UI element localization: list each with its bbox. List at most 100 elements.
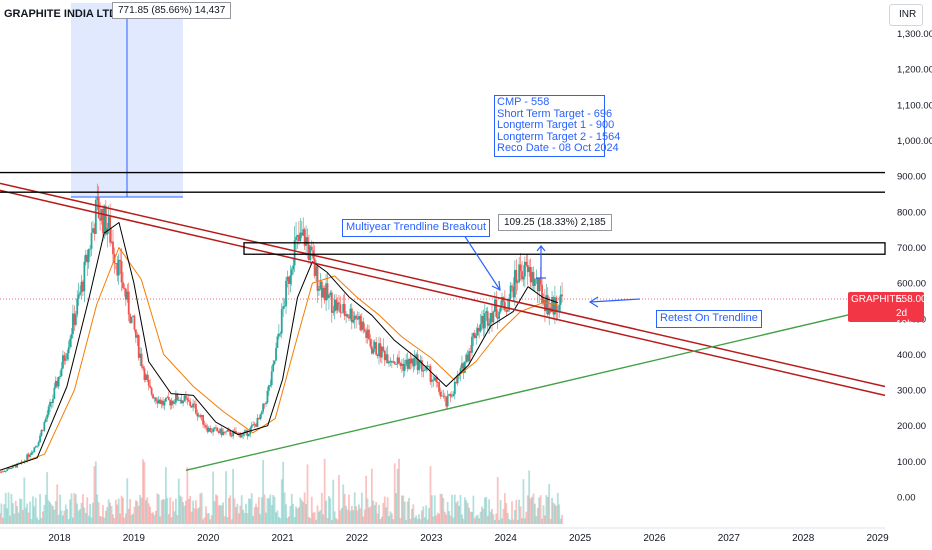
- volume-bars: [0, 458, 563, 524]
- candle-body: [237, 432, 240, 434]
- volume-bar: [455, 502, 458, 524]
- volume-bar: [132, 513, 134, 524]
- volume-bar: [220, 505, 223, 524]
- volume-bar: [159, 516, 162, 524]
- volume-bar: [87, 515, 90, 524]
- volume-bar: [215, 494, 217, 524]
- volume-bar: [72, 517, 74, 524]
- candle-body: [298, 234, 300, 242]
- volume-bar: [19, 498, 21, 524]
- volume-bar: [362, 516, 365, 524]
- candle-body: [515, 269, 518, 283]
- candle-body: [542, 299, 545, 304]
- volume-bar: [505, 503, 508, 524]
- volume-bar: [187, 498, 190, 524]
- volume-bar: [441, 494, 443, 524]
- volume-bar: [326, 517, 329, 524]
- candle-body: [83, 261, 86, 292]
- candle-body: [462, 363, 465, 373]
- candle-body: [70, 334, 73, 339]
- candle-body: [388, 362, 390, 364]
- volume-bar: [7, 492, 10, 524]
- ma-fast-line: [0, 222, 558, 471]
- volume-bar: [203, 517, 206, 524]
- volume-bar: [491, 508, 493, 524]
- candle-body: [295, 236, 297, 241]
- candle-body: [428, 366, 430, 368]
- volume-bar: [385, 507, 388, 524]
- candle-body: [544, 299, 546, 312]
- volume-bar: [255, 503, 257, 524]
- volume-bar: [0, 503, 3, 524]
- currency-selector[interactable]: INR: [889, 4, 923, 26]
- candle-body: [280, 309, 283, 334]
- candle-body: [53, 387, 56, 399]
- candle-body: [329, 292, 332, 296]
- candle-body: [66, 353, 69, 360]
- volume-bar: [383, 496, 386, 524]
- candle-body: [473, 333, 476, 338]
- volume-bar: [408, 497, 410, 524]
- volume-bar: [225, 471, 227, 524]
- volume-bar: [285, 504, 287, 524]
- volume-bar: [349, 510, 352, 524]
- candle-body: [269, 384, 272, 386]
- volume-bar: [245, 503, 247, 524]
- candle-body: [196, 413, 199, 417]
- x-tick-label: 2021: [271, 533, 294, 544]
- candle-body: [466, 354, 469, 362]
- candle-body: [508, 298, 511, 310]
- volume-bar: [448, 511, 450, 524]
- candle-body: [539, 278, 542, 285]
- volume-bar: [69, 499, 71, 524]
- candle-body: [31, 451, 34, 453]
- volume-bar: [217, 505, 220, 524]
- volume-bar: [399, 518, 402, 524]
- volume-bar: [80, 502, 83, 524]
- volume-bar: [320, 492, 323, 524]
- volume-bar: [273, 496, 276, 524]
- candle-body: [222, 431, 225, 436]
- volume-bar: [433, 495, 436, 524]
- support-trendline: [185, 305, 886, 471]
- candle-body: [429, 366, 432, 382]
- volume-bar: [120, 495, 123, 524]
- volume-bar: [46, 472, 49, 524]
- volume-bar: [262, 459, 265, 524]
- volume-bar: [459, 494, 462, 524]
- candle-body: [167, 397, 170, 400]
- candle-body: [285, 280, 287, 307]
- candle-body: [439, 391, 442, 397]
- candle-body: [453, 381, 456, 395]
- candle-body: [255, 424, 257, 427]
- volume-bar: [353, 492, 356, 524]
- levels: [0, 171, 886, 255]
- candle-body: [305, 237, 307, 246]
- candle-body: [252, 424, 255, 426]
- volume-bar: [409, 518, 412, 524]
- candle-body: [482, 315, 485, 329]
- candle-body: [230, 435, 233, 437]
- volume-bar: [199, 493, 202, 524]
- volume-bar: [86, 497, 89, 524]
- volume-bar: [308, 516, 310, 524]
- volume-bar: [162, 498, 164, 524]
- volume-bar: [77, 510, 80, 524]
- x-tick-label: 2026: [643, 533, 666, 544]
- volume-bar: [528, 470, 531, 524]
- volume-bar: [139, 494, 142, 524]
- candle-body: [363, 329, 366, 332]
- volume-bar: [436, 512, 439, 524]
- candle-body: [14, 465, 17, 468]
- volume-bar: [493, 519, 496, 524]
- retest-arrow-head: [588, 296, 599, 308]
- candle-body: [275, 347, 277, 361]
- volume-bar: [16, 506, 19, 524]
- candle-body: [328, 295, 330, 299]
- candle-body: [137, 335, 140, 358]
- volume-bar: [519, 506, 522, 524]
- volume-bar: [122, 497, 124, 524]
- volume-bar: [44, 494, 47, 524]
- volume-bar: [548, 483, 551, 524]
